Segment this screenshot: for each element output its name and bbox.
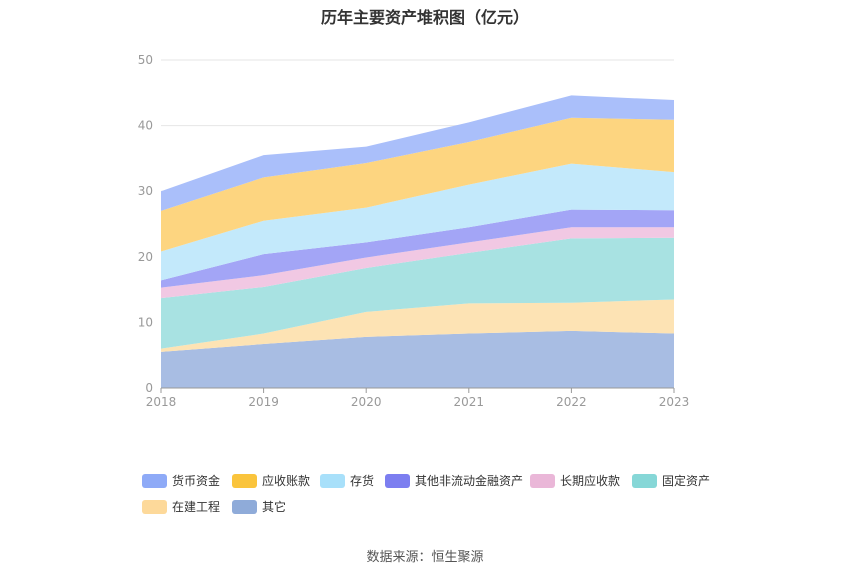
area-series-2 (161, 237, 674, 349)
legend-label: 其他非流动金融资产 (415, 474, 524, 488)
x-tick-label: 2020 (351, 395, 382, 409)
area-series-5 (161, 163, 674, 281)
legend-swatch (385, 473, 410, 488)
legend-label: 其它 (262, 500, 287, 514)
legend-label: 存货 (350, 474, 375, 488)
legend-label: 长期应收款 (560, 474, 621, 488)
legend-label: 货币资金 (172, 474, 221, 488)
area-series-7 (161, 95, 674, 211)
legend-item[interactable]: 其它 (232, 498, 286, 515)
legend-item[interactable]: 长期应收款 (530, 472, 620, 489)
legend-swatch (232, 473, 257, 488)
area-series-6 (161, 117, 674, 252)
area-series-4 (161, 209, 674, 288)
legend-swatch (632, 473, 657, 488)
legend-swatch (142, 499, 167, 514)
stacked-area-chart: 0 10 20 30 40 50 2018 2019 2020 2021 2022 2023 (138, 53, 690, 409)
area-series-1 (161, 299, 674, 352)
y-tick-label: 30 (138, 184, 153, 198)
legend-item[interactable]: 固定资产 (632, 472, 710, 489)
y-tick-label: 20 (138, 250, 153, 264)
area-series (161, 95, 674, 388)
x-tick-label: 2018 (146, 395, 177, 409)
x-tick-label: 2023 (659, 395, 690, 409)
y-tick-label: 10 (138, 315, 153, 329)
legend-item[interactable]: 存货 (320, 472, 374, 489)
legend-swatch (232, 499, 257, 514)
legend-item[interactable]: 应收账款 (232, 472, 310, 489)
x-tick-label: 2021 (454, 395, 485, 409)
axes: 2018 2019 2020 2021 2022 2023 (146, 387, 690, 409)
y-tick-label: 40 (138, 119, 153, 133)
legend-swatch (320, 473, 345, 488)
area-series-3 (161, 227, 674, 299)
x-tick-label: 2022 (556, 395, 587, 409)
data-source: 数据来源：恒生聚源 (366, 550, 484, 565)
legend-item[interactable]: 其他非流动金融资产 (385, 472, 523, 489)
y-tick-label: 0 (145, 381, 153, 395)
area-series-0 (161, 330, 674, 388)
legend-label: 固定资产 (662, 474, 711, 488)
legend-label: 应收账款 (262, 474, 311, 488)
legend-swatch (530, 473, 555, 488)
legend-item[interactable]: 货币资金 (142, 472, 220, 489)
chart-title: 历年主要资产堆积图（亿元） (320, 8, 529, 27)
x-tick-label: 2019 (248, 395, 279, 409)
y-tick-label: 50 (138, 53, 153, 67)
legend-item[interactable]: 在建工程 (142, 498, 220, 515)
legend-label: 在建工程 (172, 500, 221, 514)
legend-swatch (142, 473, 167, 488)
